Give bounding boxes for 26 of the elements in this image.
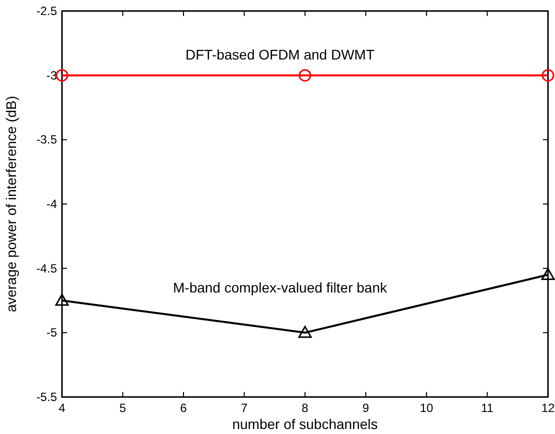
- y-tick-label: -5: [46, 326, 58, 340]
- x-tick-label: 5: [119, 401, 126, 415]
- point: [56, 69, 68, 82]
- y-tick-label: -2.5: [36, 4, 58, 18]
- x-tick-label: 6: [180, 401, 188, 415]
- x-axis-title: number of subchannels: [232, 416, 378, 432]
- x-tick-label: 10: [420, 401, 434, 415]
- point: [542, 69, 554, 82]
- x-tick-label: 9: [362, 401, 370, 415]
- y-tick-label: -3: [46, 68, 58, 82]
- point: [298, 326, 312, 338]
- point: [298, 69, 312, 82]
- y-tick-label: -5.5: [36, 390, 58, 404]
- point: [55, 294, 69, 306]
- y-tick-label: -4.5: [36, 261, 58, 276]
- point: [541, 268, 555, 280]
- y-tick-label: -4: [46, 197, 58, 211]
- x-tick-label: 8: [302, 401, 309, 415]
- series-label: DFT-based OFDM and DWMT: [185, 46, 375, 62]
- x-tick-label: 12: [541, 401, 555, 415]
- x-tick-label: 11: [481, 401, 494, 415]
- y-axis-title: average power of interference (dB): [3, 96, 19, 312]
- series-label: M-band complex-valued filter bank: [173, 280, 388, 296]
- y-tick-label: -3.5: [36, 132, 58, 147]
- x-tick-label: 4: [58, 401, 66, 415]
- x-tick-label: 7: [240, 401, 248, 415]
